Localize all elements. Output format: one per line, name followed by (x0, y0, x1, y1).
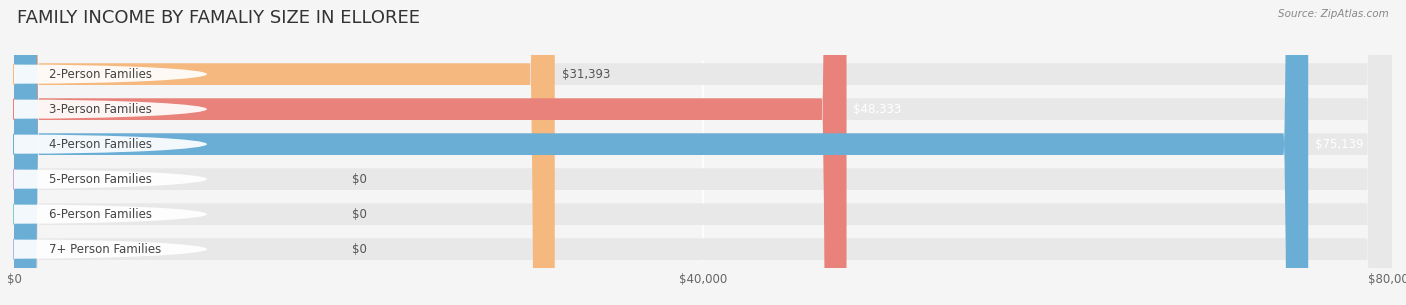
FancyBboxPatch shape (14, 0, 1392, 305)
Text: $48,333: $48,333 (853, 103, 901, 116)
Text: $31,393: $31,393 (561, 68, 610, 81)
Ellipse shape (0, 65, 207, 84)
FancyBboxPatch shape (14, 0, 555, 305)
FancyBboxPatch shape (14, 0, 1392, 305)
Text: $0: $0 (352, 208, 367, 221)
FancyBboxPatch shape (14, 0, 1392, 305)
Text: 2-Person Families: 2-Person Families (48, 68, 152, 81)
Text: $0: $0 (352, 243, 367, 256)
Text: $75,139: $75,139 (1315, 138, 1364, 151)
Ellipse shape (0, 100, 207, 119)
Text: 4-Person Families: 4-Person Families (48, 138, 152, 151)
FancyBboxPatch shape (14, 0, 1308, 305)
Text: Source: ZipAtlas.com: Source: ZipAtlas.com (1278, 9, 1389, 19)
Ellipse shape (0, 135, 207, 154)
Text: 5-Person Families: 5-Person Families (48, 173, 152, 186)
Text: FAMILY INCOME BY FAMALIY SIZE IN ELLOREE: FAMILY INCOME BY FAMALIY SIZE IN ELLOREE (17, 9, 420, 27)
Text: $0: $0 (352, 173, 367, 186)
Text: 7+ Person Families: 7+ Person Families (48, 243, 160, 256)
Ellipse shape (0, 205, 207, 224)
Ellipse shape (0, 170, 207, 189)
Ellipse shape (0, 240, 207, 259)
FancyBboxPatch shape (14, 0, 1392, 305)
FancyBboxPatch shape (14, 0, 1392, 305)
FancyBboxPatch shape (14, 0, 846, 305)
FancyBboxPatch shape (14, 0, 1392, 305)
Text: 6-Person Families: 6-Person Families (48, 208, 152, 221)
Text: 3-Person Families: 3-Person Families (48, 103, 152, 116)
